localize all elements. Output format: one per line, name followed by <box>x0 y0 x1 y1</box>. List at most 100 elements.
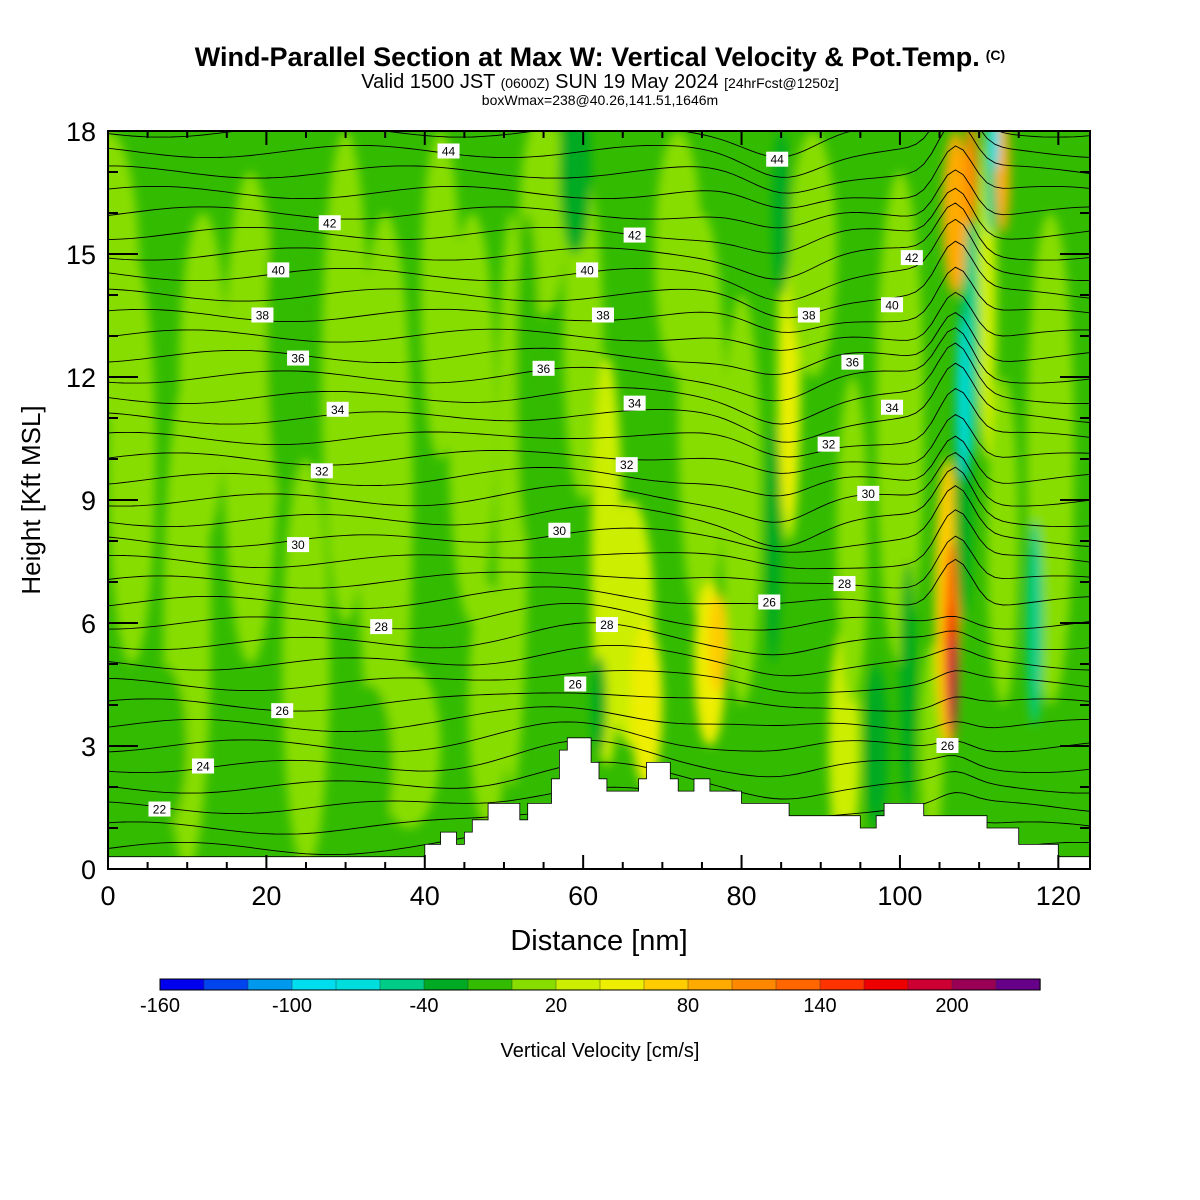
theta-label: 30 <box>548 522 571 538</box>
theta-label: 34 <box>623 395 646 411</box>
velocity-shading <box>789 131 837 377</box>
theta-label-box <box>900 250 923 266</box>
theta-label: 26 <box>758 594 781 610</box>
theta-label: 36 <box>287 350 310 366</box>
velocity-shading <box>721 295 762 705</box>
colorbar-swatch <box>775 978 821 991</box>
velocity-shading <box>448 213 497 623</box>
theta-label-text: 42 <box>323 216 337 230</box>
theta-contour-line <box>108 706 1090 733</box>
velocity-shading <box>864 664 889 828</box>
theta-label: 26 <box>564 676 587 692</box>
theta-label: 34 <box>326 401 349 417</box>
theta-label: 40 <box>267 262 290 278</box>
velocity-field <box>108 131 1090 869</box>
theta-label-text: 28 <box>600 618 614 632</box>
y-tick-label: 0 <box>81 855 96 885</box>
theta-contour-line <box>108 509 1090 570</box>
theta-label: 30 <box>287 537 310 553</box>
theta-contour-line <box>108 413 1090 474</box>
theta-label-text: 38 <box>802 309 816 323</box>
theta-label-text: 32 <box>315 464 329 478</box>
theta-contour-line <box>108 387 1090 458</box>
theta-label-box <box>595 617 618 633</box>
velocity-shading <box>282 459 330 869</box>
theta-label-text: 26 <box>569 678 583 692</box>
colorbar-swatch <box>379 978 425 991</box>
colorbar-swatch <box>291 978 337 991</box>
theta-label-box <box>251 307 274 323</box>
theta-label-text: 42 <box>628 229 642 243</box>
theta-contour-line <box>108 602 1090 631</box>
x-tick-label: 20 <box>251 881 281 911</box>
theta-label: 34 <box>881 399 904 415</box>
colorbar-swatch <box>423 978 469 991</box>
theta-label: 24 <box>192 758 215 774</box>
theta-label: 26 <box>936 738 959 753</box>
colorbar-swatch <box>819 978 865 991</box>
theta-label-box <box>370 619 393 635</box>
theta-label: 28 <box>370 619 393 635</box>
theta-label-box <box>817 436 840 452</box>
theta-label-box <box>766 151 789 167</box>
theta-label: 22 <box>148 801 171 817</box>
theta-label-box <box>833 576 856 592</box>
y-axis-title: Height [Kft MSL] <box>16 405 46 594</box>
theta-label-text: 36 <box>537 362 551 376</box>
colorbar-swatch <box>907 978 953 991</box>
theta-label-text: 40 <box>885 298 899 312</box>
theta-label-box <box>548 522 571 538</box>
theta-label-text: 32 <box>822 438 836 452</box>
colorbar-frame <box>159 978 1041 991</box>
terrain <box>107 737 1091 870</box>
theta-label-text: 36 <box>291 352 305 366</box>
theta-contour-line <box>108 169 1090 229</box>
velocity-blobs <box>108 131 1075 869</box>
theta-contour-line <box>108 670 1090 694</box>
velocity-shading <box>957 315 969 480</box>
theta-label-box <box>857 485 880 501</box>
y-tick-label: 9 <box>81 486 96 516</box>
colorbar-tick-label: -40 <box>410 995 439 1017</box>
colorbar-swatch <box>247 978 293 991</box>
theta-label-box <box>148 801 171 817</box>
x-axis-title: Distance [nm] <box>510 925 687 957</box>
theta-label-box <box>936 738 959 753</box>
theta-label-text: 34 <box>331 403 345 417</box>
colorbar-swatch <box>599 978 645 991</box>
theta-contour-line <box>108 291 1090 351</box>
velocity-shading <box>984 131 998 234</box>
colorbar-title: Vertical Velocity [cm/s] <box>501 1040 700 1062</box>
colorbar-swatch <box>159 978 205 991</box>
theta-contour-line <box>108 240 1090 319</box>
theta-label-text: 28 <box>838 577 852 591</box>
theta-contour-line <box>108 145 1090 209</box>
colorbar-tick-label: 80 <box>677 995 699 1017</box>
velocity-shading <box>942 131 969 295</box>
theta-label-text: 30 <box>862 487 876 501</box>
theta-contour-line <box>108 131 1090 178</box>
colorbar-tick-label: 200 <box>935 995 968 1017</box>
theta-label-text: 40 <box>580 263 594 277</box>
velocity-shading <box>987 377 1019 705</box>
colorbar-swatch <box>951 978 997 991</box>
theta-contour-line <box>108 485 1090 553</box>
theta-label-text: 38 <box>256 309 270 323</box>
velocity-shading <box>266 172 299 500</box>
theta-label: 40 <box>881 297 904 313</box>
colorbar-swatch <box>555 978 601 991</box>
velocity-shading <box>1026 520 1043 726</box>
colorbar-swatch <box>687 978 733 991</box>
chart-boxwmax: boxWmax=238@40.26,141.51,1646m <box>481 92 719 108</box>
theta-label: 44 <box>437 143 460 159</box>
velocity-shading <box>678 213 726 623</box>
colorbar-swatch <box>467 978 513 991</box>
theta-label-box <box>310 463 333 479</box>
theta-label: 26 <box>271 703 294 719</box>
theta-contour-line <box>108 558 1090 610</box>
chart-title: Wind-Parallel Section at Max W: Vertical… <box>194 42 1006 72</box>
colorbar-swatch <box>731 978 777 991</box>
velocity-shading <box>357 213 413 787</box>
theta-contour-line <box>108 131 1090 194</box>
theta-label-text: 28 <box>375 620 389 634</box>
